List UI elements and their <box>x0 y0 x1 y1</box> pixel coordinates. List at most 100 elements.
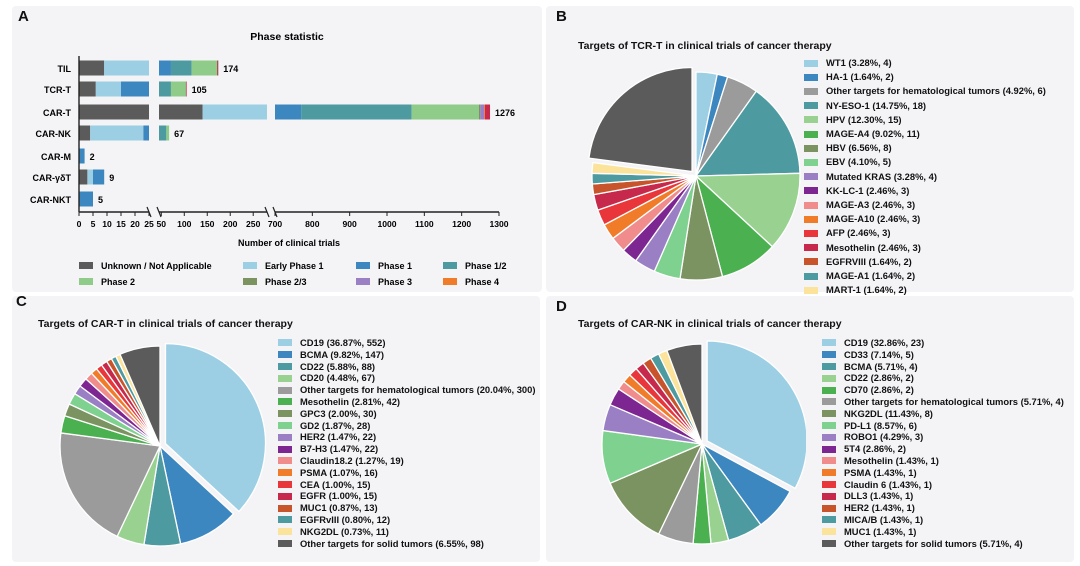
bar-total-label: 67 <box>174 129 184 139</box>
bar-total-label: 1276 <box>495 108 515 118</box>
legend-swatch <box>822 469 836 477</box>
panel-label-c: C <box>16 293 27 310</box>
tcr-t-legend: WT1 (3.28%, 4) HA-1 (1.64%, 2) Other targe… <box>804 56 1046 312</box>
legend-swatch <box>804 130 818 138</box>
legend-item: 5T4 (2.86%, 2) <box>822 443 1064 455</box>
legend-swatch <box>356 262 370 269</box>
legend-swatch <box>243 262 257 269</box>
legend-swatch <box>804 102 818 110</box>
legend-label: B7-H3 (1.47%, 22) <box>300 443 379 455</box>
chart-title: Phase statistic <box>250 31 324 43</box>
legend-swatch <box>822 433 836 441</box>
legend-item: CEA (1.00%, 15) <box>278 479 535 491</box>
category-label: CAR-NKT <box>30 195 71 205</box>
legend-item: CD19 (36.87%, 552) <box>278 337 535 349</box>
bar-segment <box>411 104 479 120</box>
bar-total-label: 2 <box>90 152 95 162</box>
legend-swatch <box>804 144 818 152</box>
bar-segment <box>79 148 85 164</box>
legend-swatch <box>278 492 292 500</box>
legend-label: EGFR (1.00%, 15) <box>300 490 378 502</box>
legend-label: BCMA (9.82%, 147) <box>300 348 385 360</box>
legend-item: PSMA (1.07%, 16) <box>278 467 535 479</box>
pie-slice <box>59 432 161 538</box>
panel-c: C Targets of CAR-T in clinical trials of… <box>12 293 540 562</box>
legend-swatch <box>278 351 292 359</box>
legend-swatch <box>822 398 836 406</box>
legend-item: Other targets for solid tumors (6.55%, 9… <box>278 538 535 550</box>
legend-item: CD33 (7.14%, 5) <box>822 349 1064 361</box>
legend-label: Mesothelin (1.43%, 1) <box>844 454 939 466</box>
panel-a: A Phase statistic TIL 174 TCR-T 105 CAR-T 1276… <box>12 6 542 292</box>
legend-item: GD2 (1.87%, 28) <box>278 420 535 432</box>
pie-slice <box>609 443 703 535</box>
x-tick-label: 50 <box>157 219 167 229</box>
x-tick-label: 200 <box>223 219 238 229</box>
bar-segment <box>159 104 203 120</box>
bar-total-label: 105 <box>192 85 207 95</box>
legend-label: MAGE-A1 (1.64%, 2) <box>826 270 916 282</box>
legend-item: CD20 (4.48%, 67) <box>278 372 535 384</box>
legend-label: BCMA (5.71%, 4) <box>844 360 918 372</box>
legend-swatch <box>822 445 836 453</box>
legend-label: NKG2DL (0.73%, 11) <box>300 525 389 537</box>
legend-swatch <box>278 457 292 465</box>
legend-label: Phase 2 <box>101 277 135 287</box>
bar-segment <box>186 81 187 97</box>
legend-label: PSMA (1.07%, 16) <box>300 466 378 478</box>
bar-segment <box>484 104 485 120</box>
legend-swatch <box>822 528 836 536</box>
legend-label: GD2 (1.87%, 28) <box>300 419 371 431</box>
panel-label-d: D <box>556 298 567 315</box>
pie-slice <box>695 172 801 248</box>
legend-item: Mesothelin (2.46%, 3) <box>804 241 1046 255</box>
legend-swatch <box>443 278 457 285</box>
legend-swatch <box>278 410 292 418</box>
legend-item: HER2 (1.43%, 1) <box>822 502 1064 514</box>
legend-item: Claudin 6 (1.43%, 1) <box>822 479 1064 491</box>
bar-segment <box>166 125 170 141</box>
legend-swatch <box>278 528 292 536</box>
x-tick-label: 1000 <box>377 219 396 229</box>
legend-swatch <box>822 539 836 547</box>
legend-label: CD19 (36.87%, 552) <box>300 337 386 348</box>
panel-label-b: B <box>556 8 567 25</box>
legend-label: CD19 (32.86%, 23) <box>844 337 925 348</box>
bar-segment <box>79 125 91 141</box>
panel-label-a: A <box>18 8 29 25</box>
bar-segment <box>93 169 105 185</box>
legend-swatch <box>822 410 836 418</box>
bar-segment <box>185 81 187 97</box>
legend-label: Mutated KRAS (3.28%, 4) <box>826 170 937 182</box>
bar-segment <box>79 169 88 185</box>
x-tick-label: 250 <box>246 219 261 229</box>
legend-item: MAGE-A10 (2.46%, 3) <box>804 212 1046 226</box>
legend-swatch <box>804 88 818 95</box>
bar-segment <box>79 81 96 97</box>
legend-label: ROBO1 (4.29%, 3) <box>844 431 924 443</box>
legend-item: EGFRVIII (1.64%, 2) <box>804 255 1046 269</box>
legend-item: Claudin18.2 (1.27%, 19) <box>278 455 535 467</box>
legend-swatch <box>822 421 836 429</box>
legend-label: NY-ESO-1 (14.75%, 18) <box>826 99 927 111</box>
legend-item: HA-1 (1.64%, 2) <box>804 70 1046 84</box>
x-tick-label: 100 <box>177 219 192 229</box>
legend-item: BCMA (5.71%, 4) <box>822 361 1064 373</box>
legend-swatch <box>822 504 836 512</box>
legend-swatch <box>243 278 257 285</box>
legend-item: CD22 (2.86%, 2) <box>822 372 1064 384</box>
legend-label: AFP (2.46%, 3) <box>826 227 891 239</box>
legend-item: KK-LC-1 (2.46%, 3) <box>804 184 1046 198</box>
legend-swatch <box>79 262 93 269</box>
car-t-pie-chart <box>59 342 267 547</box>
legend-label: Other targets for solid tumors (6.55%, 9… <box>300 537 484 549</box>
legend-label: HA-1 (1.64%, 2) <box>826 71 894 83</box>
x-tick-label: 1200 <box>452 219 471 229</box>
legend-item: CD22 (5.88%, 88) <box>278 361 535 373</box>
bar-segment <box>159 125 167 141</box>
legend-label: MAGE-A3 (2.46%, 3) <box>826 199 916 211</box>
legend-label: PD-L1 (8.57%, 6) <box>844 419 917 431</box>
legend-swatch <box>278 433 292 441</box>
bar-segment <box>170 81 186 97</box>
x-tick-label: 20 <box>130 219 140 229</box>
